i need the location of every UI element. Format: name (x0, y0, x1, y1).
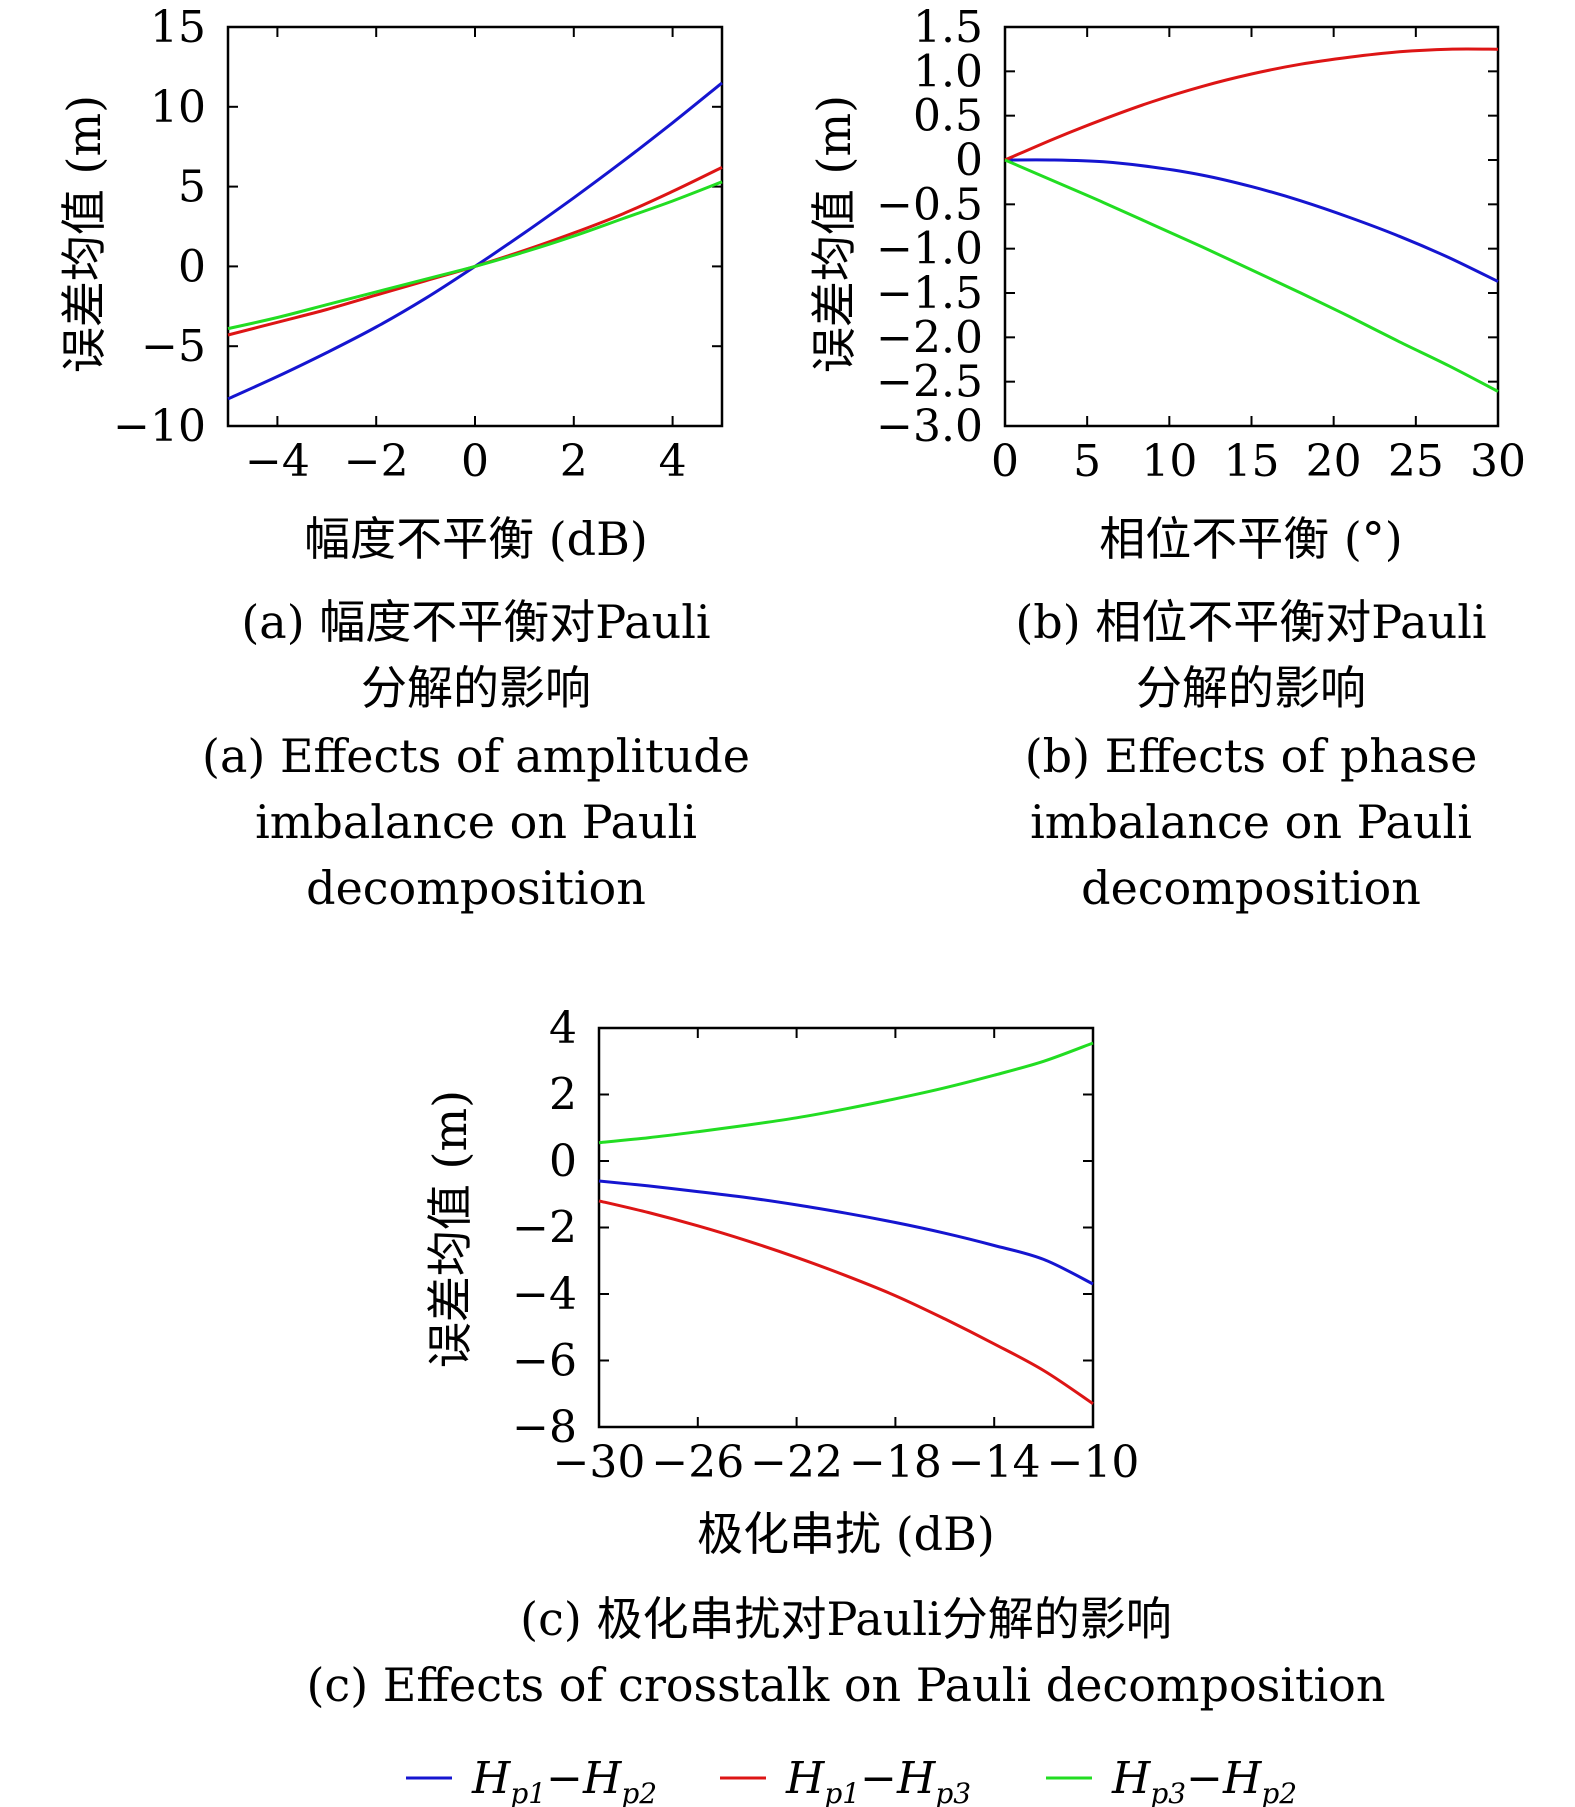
x-tick-label: 25 (1388, 436, 1444, 487)
series-line-hp1_hp3-b (1004, 47, 1499, 162)
caption-cn-b-line1: (b) 相位不平衡对Pauli (1015, 595, 1486, 649)
x-tick-label: −14 (948, 1437, 1041, 1488)
x-tick-label: −30 (553, 1437, 646, 1488)
legend-label-hp1_hp2: Hp1−Hp2 (471, 1753, 657, 1807)
y-tick-label: −1.0 (876, 224, 983, 275)
y-tick-label: −8 (512, 1402, 577, 1453)
x-tick-label: 0 (461, 436, 489, 487)
series-line-hp1_hp2-a (227, 81, 723, 401)
y-tick-label: −5 (141, 321, 206, 372)
x-tick-label: 0 (991, 436, 1019, 487)
x-tick-label: −4 (245, 436, 310, 487)
caption-cn-b-line2: 分解的影响 (1136, 661, 1366, 715)
x-tick-label: −22 (750, 1437, 843, 1488)
plot-frame-b (1003, 25, 1500, 428)
caption-en-b-line2: imbalance on Pauli (1030, 795, 1472, 849)
x-tick-label: −10 (1047, 1437, 1140, 1488)
y-axis-title-c: 误差均值 (m) (423, 1090, 477, 1368)
panel-b: 0 5 10 15 20 25 30−3.0−2.5−2.0−1.5−1.0−0.500.5… (807, 2, 1526, 915)
x-tick-label: −26 (651, 1437, 744, 1488)
y-tick-label: −4 (512, 1269, 577, 1320)
x-axis-title-c: 极化串扰 (dB) (697, 1507, 995, 1561)
series-line-hp1_hp2-b (1004, 158, 1499, 283)
caption-en-a-line3: decomposition (306, 861, 646, 915)
x-tick-label: −2 (344, 436, 409, 487)
x-tick-label: 15 (1224, 436, 1280, 487)
x-tick-label: −18 (849, 1437, 942, 1488)
caption-cn-c: (c) 极化串扰对Pauli分解的影响 (520, 1592, 1172, 1646)
series-line-hp3_hp2-c (598, 1041, 1094, 1145)
series-line-hp3_hp2-b (1004, 158, 1499, 393)
series-line-hp1_hp2-c (598, 1179, 1094, 1286)
caption-en-b-line3: decomposition (1081, 861, 1421, 915)
y-tick-label: 15 (150, 2, 206, 53)
panel-a: −4 −2 0 2 4 −10 −5 0 5 10 15 幅度不平衡 (dB) 误差均值 (m) (… (57, 2, 750, 915)
x-tick-label: 5 (1073, 436, 1101, 487)
y-tick-label: 5 (178, 162, 206, 213)
x-tick-label: 10 (1141, 436, 1197, 487)
legend-label-hp1_hp3: Hp1−Hp3 (785, 1753, 971, 1807)
plot-area-b: 0 5 10 15 20 25 30−3.0−2.5−2.0−1.5−1.0−0.500.5… (876, 2, 1526, 487)
y-tick-label: 1.0 (913, 46, 983, 97)
y-tick-label: −3.0 (876, 401, 983, 452)
caption-en-a-line2: imbalance on Pauli (255, 795, 697, 849)
x-tick-label: 20 (1306, 436, 1362, 487)
y-tick-label: −10 (113, 401, 206, 452)
series-line-hp1_hp3-c (598, 1199, 1094, 1405)
legend: Hp1−Hp2 Hp1−Hp3 Hp3−Hp2 (406, 1753, 1297, 1807)
y-tick-label: 2 (549, 1070, 577, 1121)
legend-label-hp3_hp2: Hp3−Hp2 (1111, 1753, 1297, 1807)
x-axis-title-a: 幅度不平衡 (dB) (304, 512, 648, 566)
y-tick-label: −2.5 (876, 357, 983, 408)
plot-area-a: −4 −2 0 2 4 −10 −5 0 5 10 15 (113, 2, 724, 487)
y-tick-label: −1.5 (876, 268, 983, 319)
x-tick-label: 30 (1470, 436, 1526, 487)
y-tick-label: 0.5 (913, 91, 983, 142)
y-tick-label: −2 (512, 1203, 577, 1254)
y-tick-label: 10 (150, 82, 206, 133)
x-tick-label: 2 (560, 436, 588, 487)
y-tick-label: 4 (549, 1003, 577, 1054)
caption-en-c: (c) Effects of crosstalk on Pauli decomp… (306, 1658, 1385, 1712)
plot-area-c: −30 −26 −22 −18 −14 −10 −8 −6 −4 −2 0 2 4 (512, 1003, 1139, 1488)
x-tick-label: 4 (659, 436, 687, 487)
y-axis-title-b: 误差均值 (m) (807, 95, 861, 373)
y-tick-label: 0 (955, 135, 983, 186)
caption-cn-a-line1: (a) 幅度不平衡对Pauli (241, 595, 710, 649)
y-tick-label: −6 (512, 1336, 577, 1387)
caption-en-a-line1: (a) Effects of amplitude (202, 729, 750, 783)
y-tick-label: 1.5 (913, 2, 983, 53)
y-axis-title-a: 误差均值 (m) (57, 95, 111, 373)
y-tick-label: 0 (549, 1136, 577, 1187)
caption-en-b-line1: (b) Effects of phase (1025, 729, 1478, 783)
plot-frame-c (597, 1026, 1095, 1429)
x-axis-title-b: 相位不平衡 (°) (1099, 512, 1403, 566)
y-tick-label: −2.0 (876, 312, 983, 363)
caption-cn-a-line2: 分解的影响 (361, 661, 591, 715)
y-tick-label: 0 (178, 241, 206, 292)
series-line-hp3_hp2-a (227, 180, 723, 331)
y-tick-label: −0.5 (876, 179, 983, 230)
